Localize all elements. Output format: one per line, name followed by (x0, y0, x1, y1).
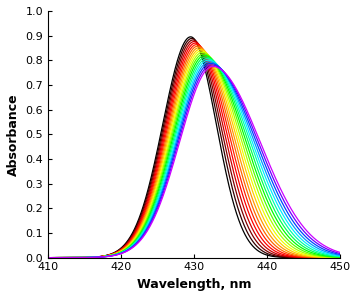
Y-axis label: Absorbance: Absorbance (7, 93, 20, 176)
X-axis label: Wavelength, nm: Wavelength, nm (137, 278, 252, 291)
